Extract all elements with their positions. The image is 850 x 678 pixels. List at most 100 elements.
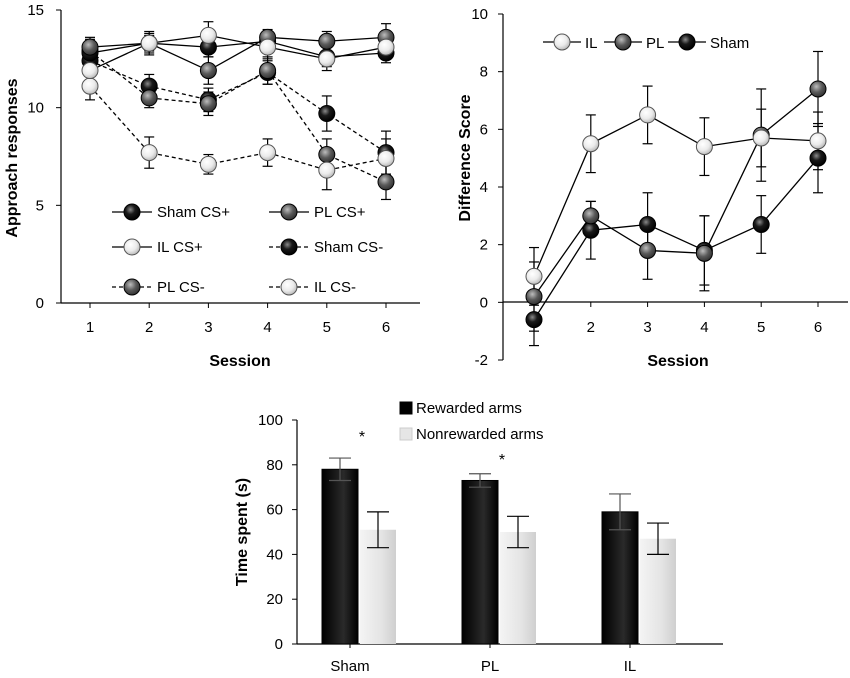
y-tick-label: 60 <box>266 502 283 519</box>
y-tick-label: 20 <box>266 591 283 608</box>
data-point <box>81 38 99 56</box>
legend-swatch <box>399 427 413 441</box>
legend: IL PL Sham <box>543 33 749 52</box>
legend: Rewarded arms Nonrewarded arms <box>399 400 544 443</box>
data-point <box>752 215 770 233</box>
data-point <box>259 62 277 80</box>
data-point <box>199 62 217 80</box>
legend-label: PL CS+ <box>314 204 366 221</box>
x-tick-label: IL <box>624 658 637 675</box>
legend-marker <box>280 203 298 221</box>
data-point <box>318 50 336 68</box>
y-tick-label: 80 <box>266 457 283 474</box>
x-tick-label: 6 <box>814 319 822 336</box>
data-point <box>639 241 657 259</box>
legend-item: IL CS- <box>269 278 356 296</box>
data-point <box>809 80 827 98</box>
legend-item: Sham <box>668 33 749 52</box>
legend-item: IL <box>543 33 598 52</box>
data-point <box>318 146 336 164</box>
significance-star: * <box>499 452 505 469</box>
data-point <box>140 34 158 52</box>
legend-item: Rewarded arms <box>399 400 522 417</box>
x-tick-label: 3 <box>204 319 212 336</box>
y-tick-label: 10 <box>27 100 44 117</box>
legend-marker <box>678 33 696 51</box>
data-point <box>695 138 713 156</box>
legend-marker <box>123 278 141 296</box>
x-tick-label: 5 <box>323 319 331 336</box>
data-point <box>809 132 827 150</box>
data-point <box>582 207 600 225</box>
series-line <box>89 50 387 183</box>
y-tick-label: 0 <box>275 636 283 653</box>
series-line <box>89 34 387 72</box>
y-tick-label: 8 <box>480 64 488 81</box>
data-point <box>639 215 657 233</box>
legend-label: PL CS- <box>157 279 205 296</box>
legend-label: Sham <box>710 35 749 52</box>
legend-label: IL CS+ <box>157 239 203 256</box>
data-point <box>639 106 657 124</box>
x-tick-label: 4 <box>700 319 708 336</box>
series-line <box>89 60 387 154</box>
data-point <box>318 32 336 50</box>
legend-item: IL CS+ <box>112 238 203 256</box>
x-tick-label: 6 <box>382 319 390 336</box>
legend-item: Nonrewarded arms <box>399 426 544 443</box>
y-tick-label: 10 <box>471 6 488 23</box>
legend-item: PL <box>604 33 664 52</box>
bar-nonrewarded <box>500 532 536 644</box>
data-point <box>377 149 395 167</box>
data-point <box>199 95 217 113</box>
x-tick-label: 2 <box>587 319 595 336</box>
data-point <box>140 89 158 107</box>
data-point <box>809 149 827 167</box>
y-tick-label: 4 <box>480 179 488 196</box>
data-point <box>259 38 277 56</box>
x-axis-title: Session <box>209 353 270 370</box>
legend-label: Rewarded arms <box>416 400 522 417</box>
bar-rewarded <box>601 511 639 645</box>
y-axis-title: Approach responses <box>4 78 21 237</box>
bar-nonrewarded <box>360 529 396 644</box>
data-point <box>377 38 395 56</box>
series-line <box>533 157 819 320</box>
legend-item: Sham CS- <box>269 238 383 256</box>
data-point <box>525 288 543 306</box>
legend: Sham CS+ PL CS+ IL CS+ Sham CS- PL CS- IL CS- <box>112 203 383 296</box>
legend-swatch <box>399 401 413 415</box>
data-point <box>377 173 395 191</box>
y-tick-label: 100 <box>258 412 283 429</box>
legend-label: IL CS- <box>314 279 356 296</box>
significance-star: * <box>359 429 365 446</box>
data-point <box>582 135 600 153</box>
x-tick-label: Sham <box>330 658 369 675</box>
y-tick-label: 40 <box>266 546 283 563</box>
x-tick-label: 1 <box>86 319 94 336</box>
data-point <box>695 244 713 262</box>
data-point <box>81 62 99 80</box>
approach-responses-chart: 0 5 10 15 1 2 3 4 5 6 Session Approach responses… <box>4 2 420 370</box>
legend-marker <box>614 33 632 51</box>
legend-marker <box>123 238 141 256</box>
legend-marker <box>280 238 298 256</box>
x-tick-label: 4 <box>263 319 271 336</box>
data-point <box>259 144 277 162</box>
data-point <box>582 221 600 239</box>
data-point <box>318 161 336 179</box>
legend-marker <box>123 203 141 221</box>
y-tick-label: 5 <box>36 197 44 214</box>
bar-rewarded <box>321 468 359 645</box>
series-line <box>89 36 387 72</box>
x-tick-label: 3 <box>643 319 651 336</box>
legend-label: Nonrewarded arms <box>416 426 544 443</box>
legend-label: IL <box>585 35 598 52</box>
legend-label: PL <box>646 35 664 52</box>
series-line <box>533 88 819 297</box>
y-axis-title: Difference Score <box>457 94 474 221</box>
legend-item: PL CS- <box>112 278 205 296</box>
legend-label: Sham CS- <box>314 239 383 256</box>
